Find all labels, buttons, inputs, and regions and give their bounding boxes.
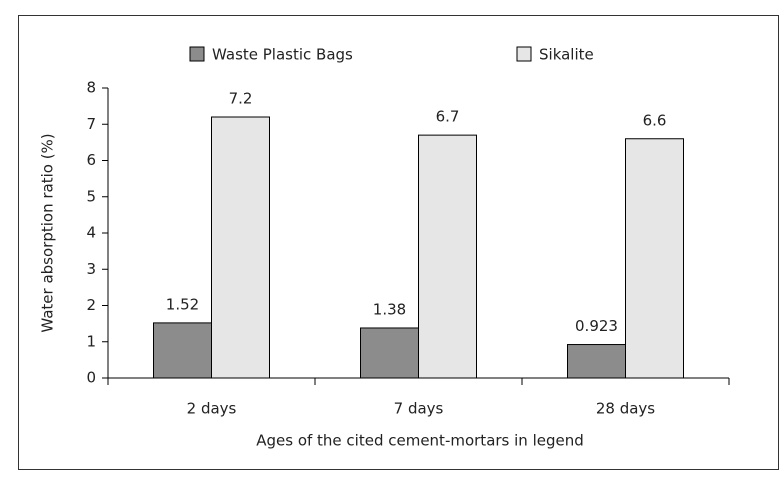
x-tick-label: 2 days	[187, 400, 237, 418]
legend-swatch	[189, 46, 205, 62]
x-axis-label: Ages of the cited cement-mortars in lege…	[256, 432, 584, 450]
value-label: 1.38	[373, 300, 406, 318]
bar	[418, 134, 477, 379]
y-tick-label: 3	[86, 260, 96, 278]
bar	[360, 327, 419, 379]
y-axis-label: Water absorption ratio (%)	[39, 133, 57, 332]
y-tick-label: 0	[86, 369, 96, 387]
legend-label: Waste Plastic Bags	[212, 46, 353, 64]
bar	[567, 344, 626, 379]
value-label: 1.52	[166, 295, 199, 313]
legend-swatch	[516, 46, 532, 62]
bar	[153, 322, 212, 379]
value-label: 0.923	[575, 317, 618, 335]
y-tick-label: 7	[86, 115, 96, 133]
x-tick-label: 28 days	[596, 400, 655, 418]
y-tick-label: 5	[86, 187, 96, 205]
legend-label: Sikalite	[539, 46, 594, 64]
y-tick-label: 4	[86, 224, 96, 242]
y-tick-label: 1	[86, 332, 96, 350]
y-tick-label: 8	[86, 79, 96, 97]
value-label: 6.7	[436, 108, 460, 126]
bar	[625, 138, 684, 379]
frame	[18, 15, 779, 470]
x-tick-label: 7 days	[394, 400, 444, 418]
y-tick-label: 2	[86, 296, 96, 314]
y-tick-label: 6	[86, 151, 96, 169]
bar	[211, 116, 270, 379]
value-label: 7.2	[229, 90, 253, 108]
value-label: 6.6	[643, 111, 667, 129]
